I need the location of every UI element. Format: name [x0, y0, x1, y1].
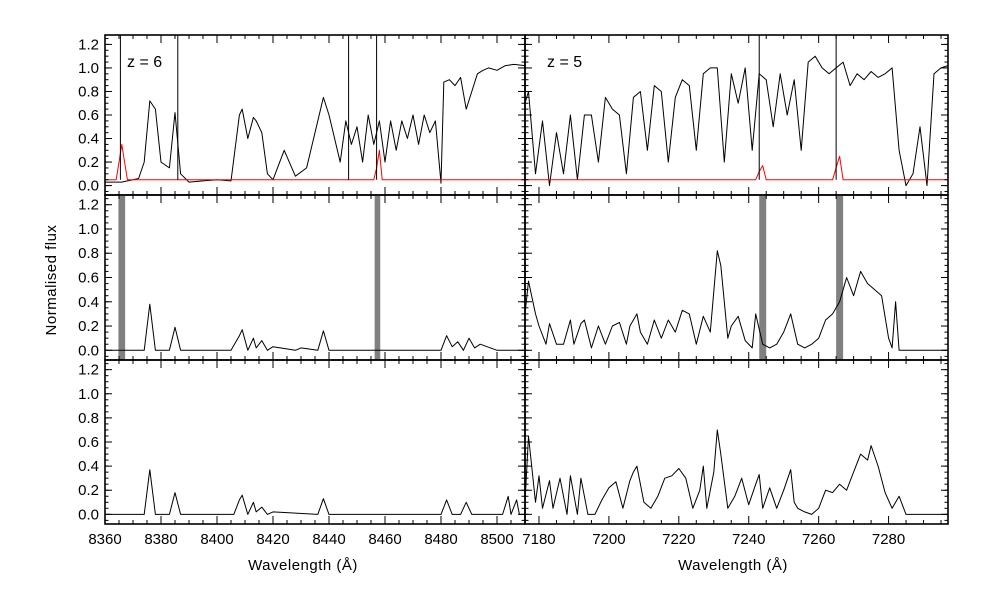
panel-frame: [104, 359, 526, 525]
y-tick-label-0: 0.0: [78, 506, 99, 523]
y-tick-label-0: 0.0: [78, 342, 99, 359]
mask-bar-0: [118, 195, 126, 360]
x-axis-title-right: Wavelength (Å): [678, 557, 788, 574]
x-tick-label-5: 8460: [368, 531, 401, 548]
y-tick-label-3: 0.6: [78, 107, 99, 124]
y-tick-label-0: 0.0: [78, 178, 99, 195]
error-line-1: [525, 155, 948, 181]
y-tick-label-3: 0.6: [78, 270, 99, 287]
y-tick-label-2: 0.4: [78, 458, 99, 475]
x-tick-label-1: 7200: [592, 531, 625, 548]
panel-top-left: 0.0 0.2 0.4 0.6 0.8 1.0 1.2 z = 6: [78, 34, 526, 196]
y-tick-label-5: 1.0: [78, 221, 99, 238]
y-tick-label-6: 1.2: [78, 197, 99, 214]
panel-bottom-right: 7180 7200 7220 7240 7260 7280: [522, 359, 949, 548]
x-tick-label-0: 8360: [88, 531, 121, 548]
flux-line-0: [105, 469, 525, 515]
redshift-annotation: z = 6: [127, 54, 162, 71]
x-tick-label-1: 8380: [144, 531, 177, 548]
y-tick-label-1: 0.2: [78, 318, 99, 335]
y-tick-label-5: 1.0: [78, 60, 99, 77]
redshift-annotation: z = 5: [547, 54, 582, 71]
y-tick-label-1: 0.2: [78, 154, 99, 171]
panel-frame: [104, 194, 526, 361]
y-tick-label-2: 0.4: [78, 294, 99, 311]
y-tick-label-4: 0.8: [78, 245, 99, 262]
x-tick-label-2: 8400: [200, 531, 233, 548]
panel-middle-right: [524, 194, 949, 361]
y-axis-title: Normalised flux: [43, 225, 60, 336]
y-tick-label-5: 1.0: [78, 386, 99, 403]
y-tick-label-6: 1.2: [78, 36, 99, 53]
y-tick-label-1: 0.2: [78, 482, 99, 499]
y-tick-label-4: 0.8: [78, 410, 99, 427]
mask-bar-1: [836, 195, 844, 360]
panel-frame: [104, 34, 526, 196]
x-tick-label-2: 7220: [662, 531, 695, 548]
mask-bar-0: [759, 195, 767, 360]
x-tick-label-6: 8480: [424, 531, 457, 548]
y-tick-label-3: 0.6: [78, 434, 99, 451]
flux-line-0: [524, 429, 948, 515]
y-tick-label-6: 1.2: [78, 362, 99, 379]
flux-line-0: [524, 250, 948, 351]
x-tick-label-3: 8420: [256, 531, 289, 548]
y-tick-label-2: 0.4: [78, 131, 99, 148]
x-tick-label-5: 7280: [872, 531, 905, 548]
x-tick-label-4: 7260: [802, 531, 835, 548]
y-tick-label-4: 0.8: [78, 83, 99, 100]
panels-layer: 0.0 0.2 0.4 0.6 0.8 1.0 1.2 z = 6 z = 5 0.0 0.2 0.4…: [78, 34, 949, 548]
x-axis-title-left: Wavelength (Å): [248, 557, 358, 574]
mask-bar-1: [374, 195, 381, 360]
x-tick-label-7: 8500: [480, 531, 513, 548]
error-line-1: [105, 143, 525, 181]
panel-bottom-left: 0.0 0.2 0.4 0.6 0.8 1.0 1.2 8360 8380 8400 8420 844…: [78, 359, 526, 548]
x-tick-label-3: 7240: [732, 531, 765, 548]
panel-middle-left: 0.0 0.2 0.4 0.6 0.8 1.0 1.2: [78, 194, 526, 361]
x-tick-label-4: 8440: [312, 531, 345, 548]
panel-top-right: z = 5: [524, 34, 949, 196]
flux-line-0: [105, 63, 526, 184]
flux-line-0: [524, 55, 949, 187]
panel-frame: [524, 359, 949, 525]
x-tick-label-0: 7180: [522, 531, 555, 548]
flux-line-0: [105, 303, 525, 351]
